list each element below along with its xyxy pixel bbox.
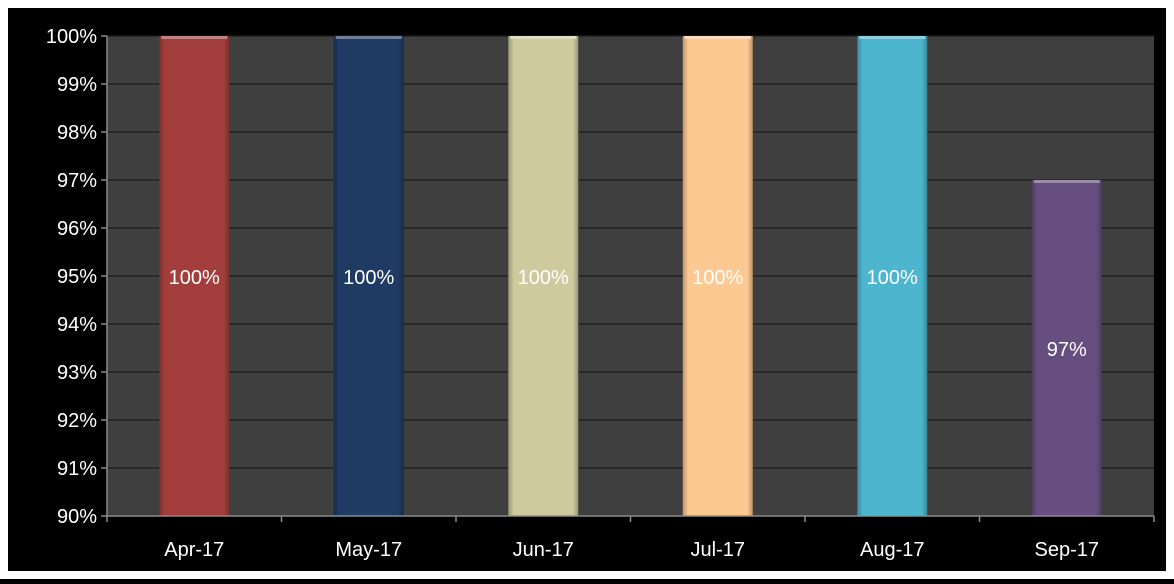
x-tick-label-May-17: May-17 <box>335 539 402 561</box>
y-tick-label-93: 93% <box>57 362 97 384</box>
x-tick-label-Apr-17: Apr-17 <box>164 539 224 561</box>
bar-May-17[interactable] <box>333 36 404 516</box>
bar-bevel-Jul-17 <box>684 36 751 39</box>
y-tick-label-95: 95% <box>57 266 97 288</box>
x-axis-tick-labels: Apr-17 May-17 Jun-17 Jul-17 Aug-17 Sep-17 <box>164 539 1099 561</box>
y-tick-label-91: 91% <box>57 458 97 480</box>
y-tick-label-94: 94% <box>57 314 97 336</box>
bar-Jun-17[interactable] <box>508 36 579 516</box>
y-tick-label-90: 90% <box>57 506 97 528</box>
x-tick-label-Sep-17: Sep-17 <box>1035 539 1100 561</box>
data-label-Jun-17: 100% <box>518 267 569 289</box>
bars <box>159 36 1102 516</box>
y-tick-label-100: 100% <box>46 26 97 48</box>
y-tick-label-97: 97% <box>57 170 97 192</box>
y-tick-label-96: 96% <box>57 218 97 240</box>
x-tick-label-Jun-17: Jun-17 <box>513 539 574 561</box>
data-labels: 100% 100% 100% 100% 100% 97% <box>169 267 1087 361</box>
y-axis-tick-labels: 90% 91% 92% 93% 94% 95% 96% 97% 98% 99% 100% <box>46 26 97 528</box>
bar-Apr-17[interactable] <box>159 36 230 516</box>
bar-Jul-17[interactable] <box>682 36 753 516</box>
bar-bevel-May-17 <box>335 36 402 39</box>
bar-Sep-17[interactable] <box>1031 180 1102 516</box>
x-tick-label-Jul-17: Jul-17 <box>691 539 745 561</box>
bar-bevel-Aug-17 <box>859 36 926 39</box>
bar-bevel-Apr-17 <box>161 36 228 39</box>
x-tick-label-Aug-17: Aug-17 <box>860 539 925 561</box>
data-label-Jul-17: 100% <box>692 267 743 289</box>
data-label-Sep-17: 97% <box>1047 339 1087 361</box>
bar-bevel-Sep-17 <box>1033 180 1100 183</box>
axes <box>101 35 1155 522</box>
gridlines <box>107 35 1154 517</box>
bar-Aug-17[interactable] <box>857 36 928 516</box>
data-label-Apr-17: 100% <box>169 267 220 289</box>
y-tick-label-99: 99% <box>57 74 97 96</box>
y-tick-label-92: 92% <box>57 410 97 432</box>
y-tick-label-98: 98% <box>57 122 97 144</box>
data-label-May-17: 100% <box>343 267 394 289</box>
data-label-Aug-17: 100% <box>867 267 918 289</box>
bar-bevel-Jun-17 <box>510 36 577 39</box>
